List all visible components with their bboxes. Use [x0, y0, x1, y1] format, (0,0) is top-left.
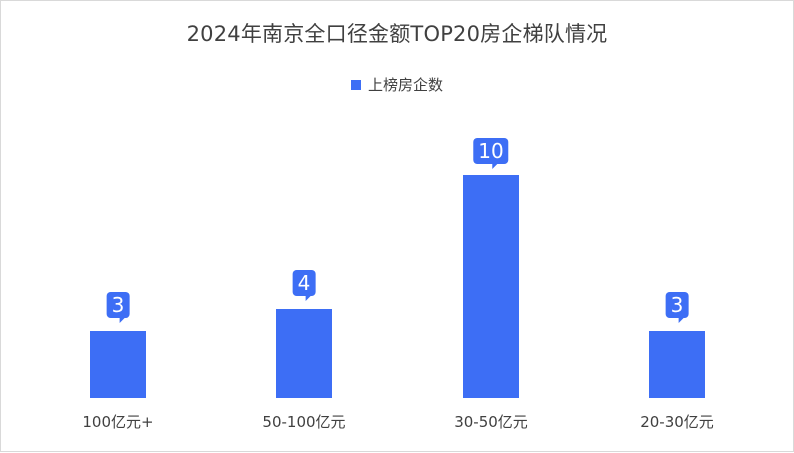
- x-axis-label: 50-100亿元: [262, 413, 346, 431]
- legend-swatch-icon: [350, 80, 361, 90]
- bar: [649, 331, 705, 398]
- bar: [276, 309, 332, 398]
- data-label: 4: [292, 270, 316, 301]
- data-label: 10: [473, 138, 509, 169]
- bar-group-100plus: 3: [90, 1, 146, 398]
- data-label: 3: [106, 292, 130, 323]
- data-label: 3: [665, 292, 689, 323]
- x-axis-label: 30-50亿元: [454, 413, 528, 431]
- chart-legend: 上榜房企数: [1, 74, 793, 95]
- bar: [463, 175, 519, 398]
- bar-group-50-100: 4: [276, 1, 332, 398]
- legend-label: 上榜房企数: [367, 76, 443, 94]
- bar-group-20-30: 3: [649, 1, 705, 398]
- bar: [90, 331, 146, 398]
- bar-group-30-50: 10: [463, 1, 519, 398]
- chart-title: 2024年南京全口径金额TOP20房企梯队情况: [186, 22, 608, 46]
- x-axis-label: 100亿元+: [82, 413, 154, 431]
- x-axis-label: 20-30亿元: [640, 413, 714, 431]
